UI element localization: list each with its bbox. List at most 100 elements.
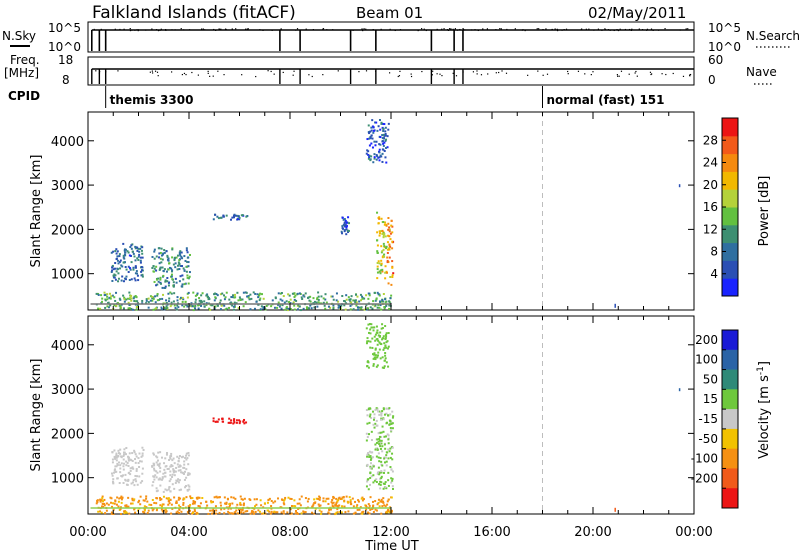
range-cell: [251, 510, 254, 513]
range-cell: [99, 500, 102, 503]
range-cell: [313, 498, 316, 501]
range-cell: [159, 498, 162, 501]
range-cell: [151, 498, 154, 501]
range-cell: [257, 296, 260, 299]
nave-point: [337, 70, 339, 72]
range-cell: [384, 333, 387, 336]
range-cell: [382, 221, 385, 224]
range-cell: [155, 255, 158, 258]
range-cell: [110, 501, 113, 504]
power-colorbar-tick-label: 12: [703, 222, 718, 236]
range-cell: [183, 497, 186, 500]
range-cell: [337, 499, 340, 502]
range-cell: [111, 502, 114, 505]
nsky-point: [174, 29, 176, 31]
nave-point: [472, 71, 475, 73]
range-cell: [378, 217, 381, 220]
range-cell: [219, 501, 222, 504]
range-cell: [210, 501, 213, 504]
range-cell: [177, 261, 180, 264]
range-cell: [161, 510, 164, 513]
velocity-ylabel: Slant Range [km]: [29, 359, 44, 472]
range-cell: [181, 257, 184, 260]
range-cell: [136, 274, 139, 277]
range-cell: [145, 497, 148, 500]
range-cell: [332, 501, 335, 504]
range-cell: [198, 299, 201, 302]
range-cell: [362, 510, 365, 513]
range-cell: [335, 497, 338, 500]
range-cell: [383, 134, 386, 137]
nsky-tick-top: 10^5: [48, 21, 81, 35]
range-cell: [132, 297, 135, 300]
nsky-point: [372, 29, 374, 31]
nsky-point: [259, 29, 261, 31]
range-cell: [380, 436, 383, 439]
time-axis: 00:00 04:00 08:00 12:00 16:00 20:00 00:00: [69, 525, 712, 540]
range-cell: [211, 304, 214, 307]
range-cell: [378, 306, 381, 309]
nave-point: [542, 74, 544, 76]
range-cell: [130, 299, 133, 302]
range-cell: [365, 308, 368, 311]
range-cell: [194, 294, 197, 297]
range-cell: [111, 461, 114, 464]
range-cell: [117, 449, 120, 452]
range-cell: [352, 299, 355, 302]
range-cell: [218, 496, 221, 499]
range-cell: [159, 484, 162, 487]
range-cell: [159, 276, 162, 279]
nsky-point: [200, 28, 203, 30]
range-cell: [344, 224, 347, 227]
range-cell: [117, 455, 120, 458]
range-cell: [341, 232, 344, 235]
nave-point: [171, 71, 173, 73]
range-cell: [100, 294, 103, 297]
nave-point: [650, 73, 652, 76]
range-cell: [376, 268, 379, 271]
range-cell: [241, 298, 244, 301]
range-cell: [168, 502, 171, 505]
range-cell: [370, 475, 373, 478]
range-cell: [385, 451, 388, 454]
range-cell: [377, 125, 380, 128]
nsky-point: [601, 29, 603, 31]
range-cell: [376, 231, 379, 234]
range-cell: [259, 499, 262, 502]
velocity-colorbar-tick-label: 100: [695, 353, 718, 367]
range-cell: [367, 488, 370, 491]
range-cell: [125, 446, 128, 449]
range-cell: [245, 291, 248, 294]
range-cell: [381, 229, 384, 232]
range-cell: [138, 499, 141, 502]
range-cell: [119, 464, 122, 467]
range-cell: [385, 361, 388, 364]
range-cell: [242, 305, 245, 308]
range-cell: [384, 132, 387, 135]
range-cell: [152, 297, 155, 300]
nsky-point: [280, 28, 282, 30]
nsky-point: [514, 28, 516, 30]
y-tick-label: 1000: [51, 268, 84, 283]
range-cell: [150, 503, 153, 506]
range-cell: [250, 511, 253, 514]
range-cell: [282, 295, 285, 298]
range-cell: [119, 467, 122, 470]
range-cell: [339, 498, 342, 501]
range-cell: [343, 218, 346, 221]
range-cell: [347, 216, 350, 219]
range-cell: [100, 499, 103, 502]
nave-point: [577, 70, 580, 72]
nsky-point: [609, 29, 611, 31]
nsky-point: [624, 28, 627, 31]
range-cell: [372, 129, 375, 132]
range-cell: [233, 301, 236, 304]
range-cell: [349, 501, 352, 504]
range-cell: [212, 417, 215, 420]
range-cell: [137, 247, 140, 250]
range-cell: [377, 339, 380, 342]
range-cell: [365, 485, 368, 488]
range-cell: [174, 470, 177, 473]
range-cell: [142, 499, 145, 502]
range-cell: [173, 304, 176, 307]
